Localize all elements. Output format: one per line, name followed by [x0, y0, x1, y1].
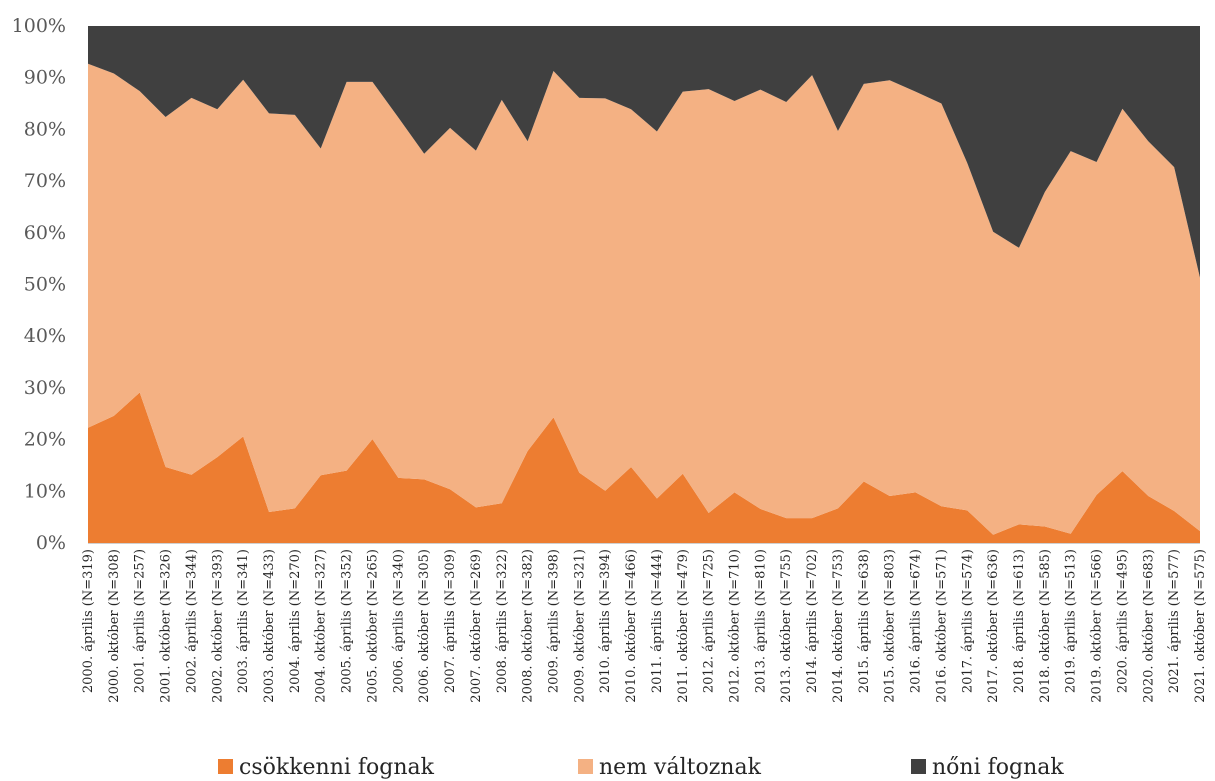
x-tick-label: 2019. április (N=513) — [1064, 549, 1079, 693]
x-tick-label: 2010. április (N=394) — [598, 549, 613, 693]
x-tick-label: 2009. április (N=398) — [546, 549, 561, 693]
y-tick-label: 50% — [24, 274, 66, 296]
x-tick-label: 2007. április (N=309) — [443, 549, 458, 693]
x-tick-label: 2001. október (N=326) — [159, 549, 174, 703]
x-tick-label: 2021. április (N=577) — [1167, 549, 1182, 693]
x-tick-label: 2016. október (N=571) — [934, 549, 949, 703]
x-tick-label: 2008. április (N=322) — [495, 549, 510, 693]
x-tick-label: 2000. október (N=308) — [107, 549, 122, 703]
legend-swatch-noni-fognak — [911, 759, 926, 774]
x-tick-label: 2008. október (N=382) — [521, 549, 536, 703]
x-tick-label: 2003. október (N=433) — [262, 549, 277, 703]
area-nem-valtoznak — [88, 63, 1200, 535]
legend: csökkenni fognak nem változnak nőni fognak — [218, 755, 1064, 780]
x-tick-label: 2002. április (N=344) — [184, 549, 199, 693]
y-axis: 0% 10% 20% 30% 40% 50% 60% 70% 80% 90% 100% — [12, 15, 66, 554]
x-tick-label: 2002. október (N=393) — [210, 549, 225, 703]
x-tick-label: 2010. október (N=466) — [624, 549, 639, 703]
y-tick-label: 20% — [24, 429, 66, 451]
x-tick-label: 2011. április (N=444) — [650, 549, 665, 693]
x-tick-label: 2017. október (N=636) — [986, 549, 1001, 703]
x-tick-label: 2015. október (N=803) — [883, 549, 898, 703]
x-tick-label: 2014. április (N=702) — [805, 549, 820, 693]
legend-swatch-nem-valtoznak — [578, 759, 593, 774]
x-axis: 2000. április (N=319) 2000. október (N=30… — [81, 543, 1208, 703]
x-tick-label: 2020. október (N=683) — [1141, 549, 1156, 703]
x-tick-label: 2007. október (N=269) — [469, 549, 484, 703]
y-tick-label: 10% — [24, 480, 66, 502]
y-tick-label: 60% — [24, 222, 66, 244]
area-noni-fognak — [88, 26, 1200, 278]
y-tick-label: 30% — [24, 377, 66, 399]
x-tick-label: 2005. április (N=352) — [340, 549, 355, 693]
x-tick-label: 2001. április (N=257) — [133, 549, 148, 693]
y-tick-label: 90% — [24, 67, 66, 89]
legend-swatch-csokkenni-fognak — [218, 759, 233, 774]
area-csokkenni-fognak — [88, 392, 1200, 543]
x-tick-label: 2004. október (N=327) — [314, 549, 329, 703]
y-tick-label: 70% — [24, 170, 66, 192]
legend-label-noni-fognak: nőni fognak — [932, 755, 1064, 780]
y-tick-label: 40% — [24, 325, 66, 347]
x-tick-label: 2016. április (N=674) — [909, 549, 924, 693]
y-tick-label: 80% — [24, 118, 66, 140]
x-tick-label: 2018. október (N=585) — [1038, 549, 1053, 703]
x-tick-label: 2014. október (N=753) — [831, 549, 846, 703]
x-tick-label: 2006. április (N=340) — [391, 549, 406, 693]
x-tick-label: 2003. április (N=341) — [236, 549, 251, 693]
x-tick-label: 2000. április (N=319) — [81, 549, 96, 693]
x-tick-label: 2013. október (N=755) — [779, 549, 794, 703]
y-tick-label: 100% — [12, 15, 66, 37]
x-tick-label: 2017. április (N=574) — [960, 549, 975, 693]
x-tick-label: 2020. április (N=495) — [1115, 549, 1130, 693]
x-tick-label: 2006. október (N=305) — [417, 549, 432, 703]
x-tick-label: 2011. október (N=479) — [676, 549, 691, 703]
x-tick-label: 2013. április (N=810) — [753, 549, 768, 693]
x-tick-label: 2018. április (N=613) — [1012, 549, 1027, 693]
y-tick-label: 0% — [36, 532, 66, 554]
x-tick-label: 2005. október (N=265) — [365, 549, 380, 703]
area-series-group — [88, 26, 1200, 543]
legend-label-nem-valtoznak: nem változnak — [599, 755, 762, 780]
legend-label-csokkenni-fognak: csökkenni fognak — [239, 755, 435, 780]
x-tick-label: 2015. április (N=638) — [857, 549, 872, 693]
x-tick-label: 2012. október (N=710) — [728, 549, 743, 703]
x-tick-label: 2009. október (N=321) — [572, 549, 587, 703]
x-tick-label: 2012. április (N=725) — [702, 549, 717, 693]
x-tick-label: 2021. október (N=575) — [1193, 549, 1208, 703]
x-tick-label: 2004. április (N=270) — [288, 549, 303, 693]
x-tick-label: 2019. október (N=566) — [1090, 549, 1105, 703]
